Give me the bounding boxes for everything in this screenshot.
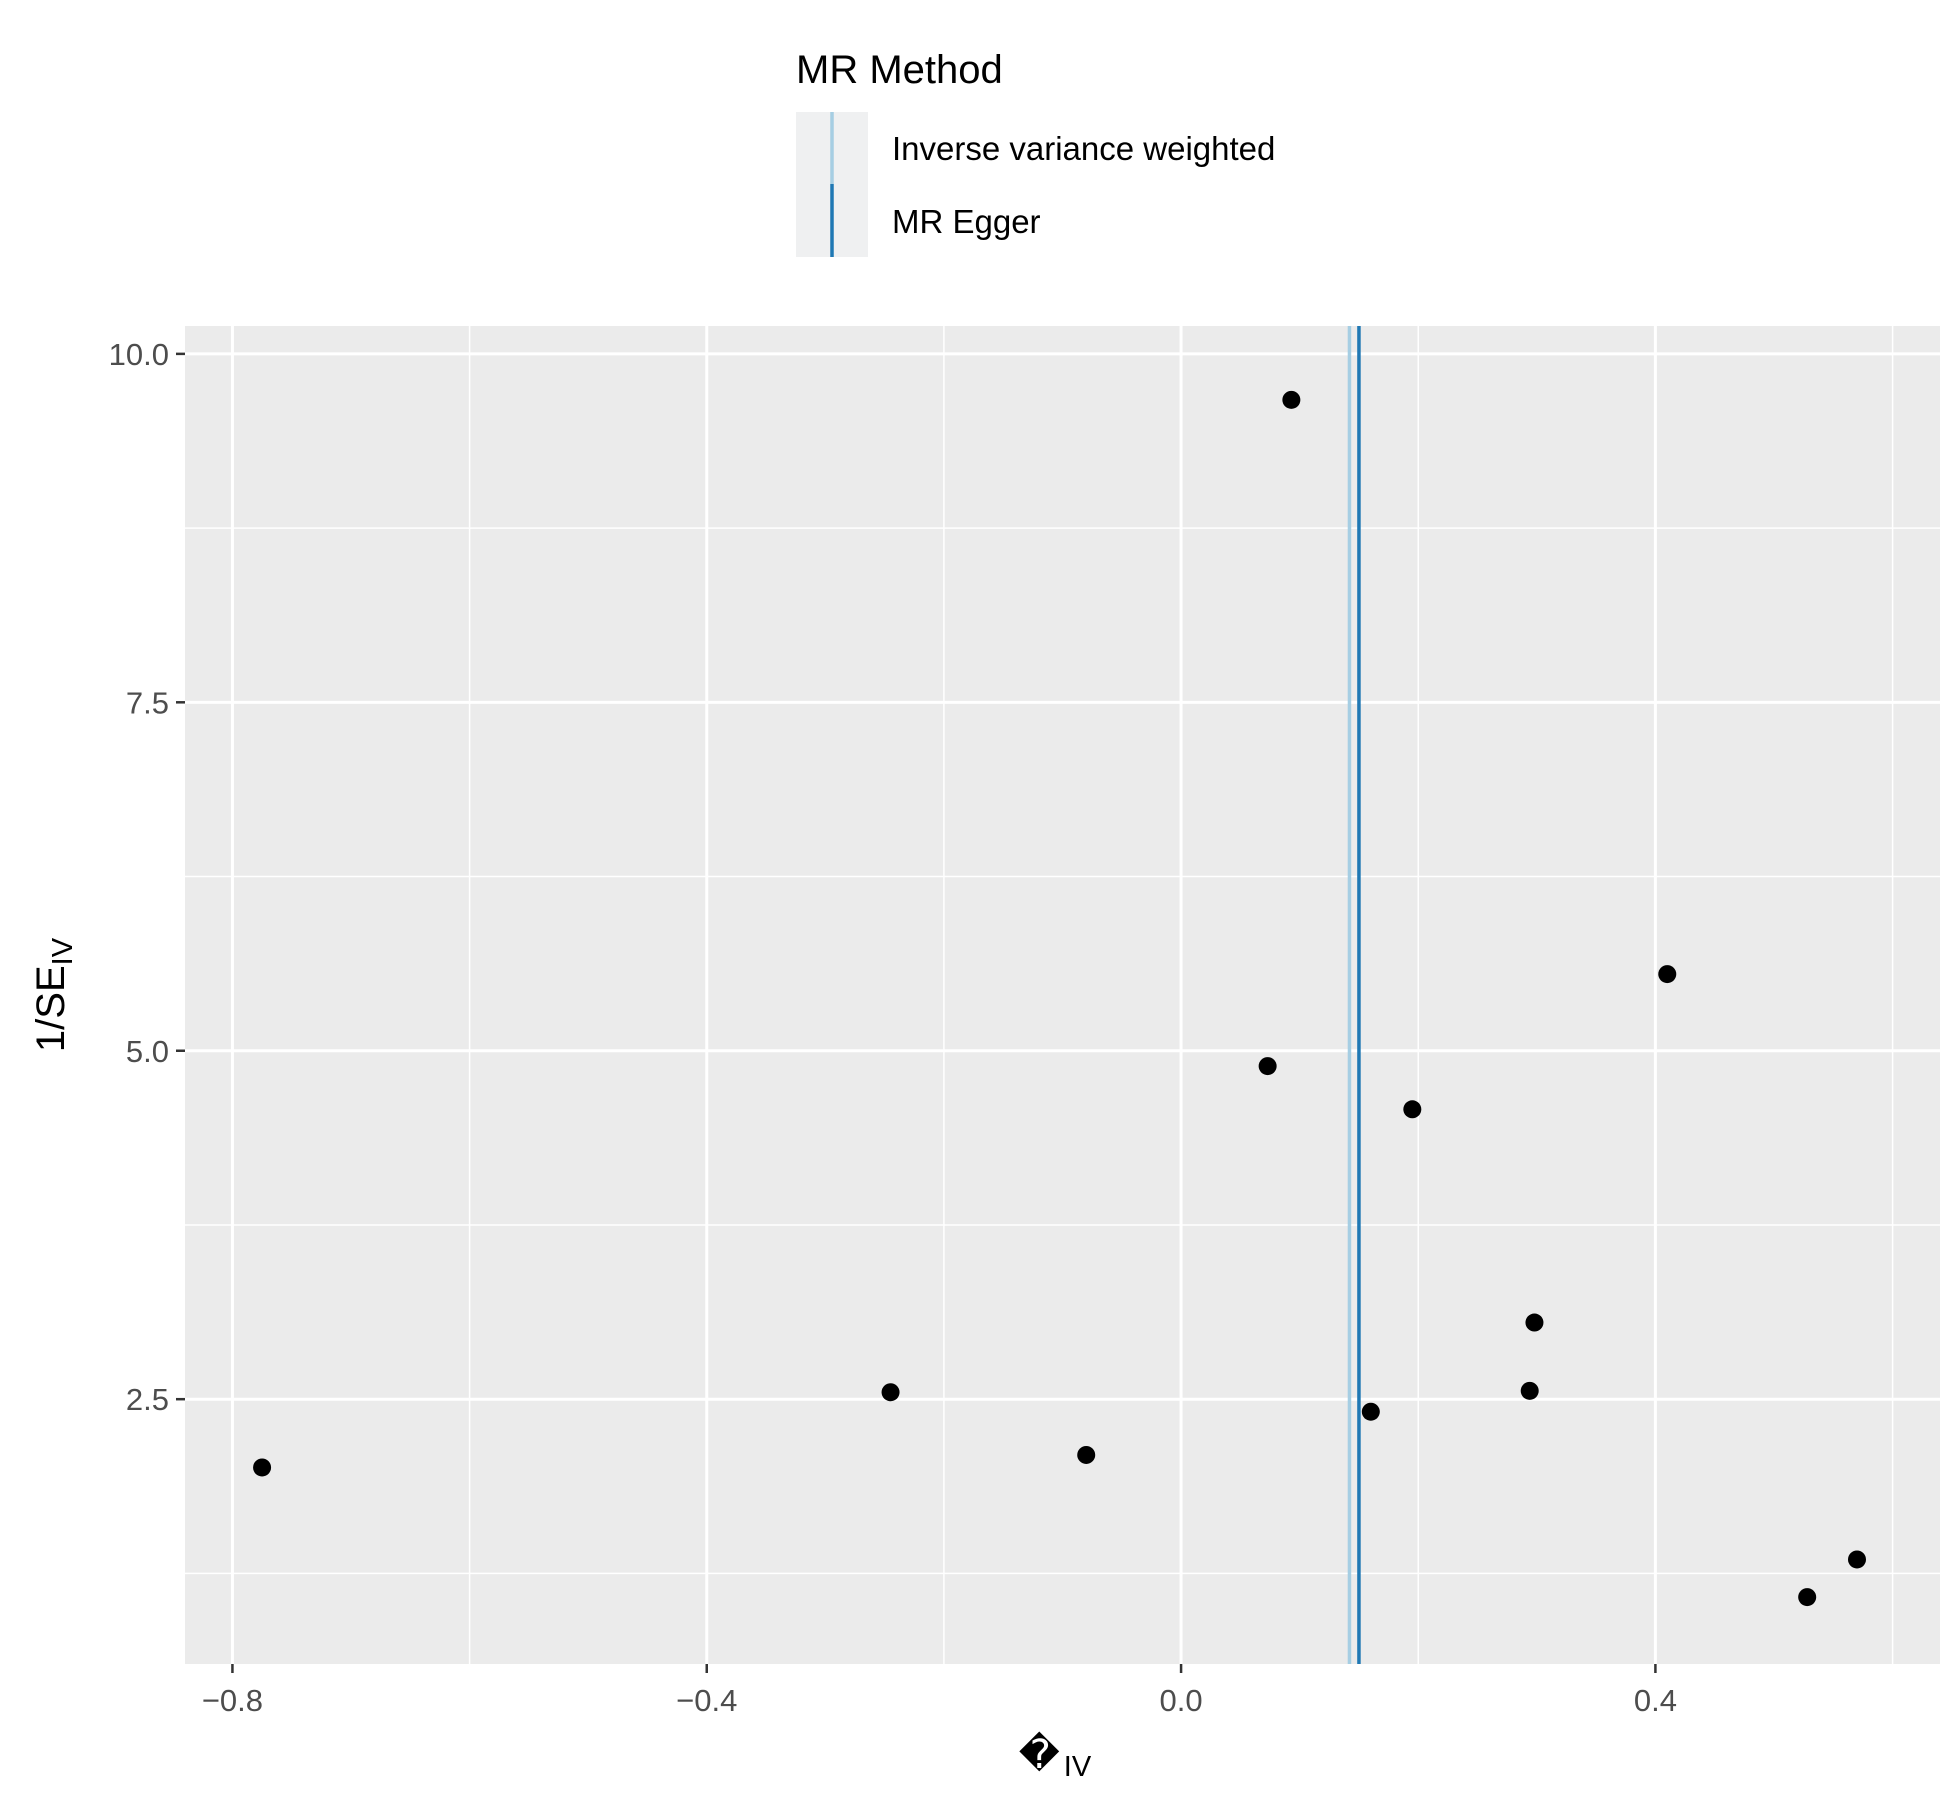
data-point (1658, 965, 1677, 984)
data-point (1258, 1057, 1277, 1076)
y-axis: 2.5 5.0 7.5 10.0 (109, 337, 185, 1417)
y-axis-title: 1/SEIV (29, 937, 79, 1052)
data-point (1361, 1402, 1380, 1421)
data-point (1847, 1550, 1866, 1569)
plot-panel (185, 326, 1940, 1664)
major-gridlines (185, 326, 1940, 1664)
y-tick-label: 10.0 (109, 337, 169, 372)
x-axis-title-main: � (1019, 1731, 1060, 1777)
method-lines (1347, 326, 1361, 1664)
legend-label-mr-egger: MR Egger (892, 203, 1041, 240)
data-point (881, 1383, 900, 1402)
data-point (1798, 1588, 1817, 1607)
x-tick-label: −0.8 (202, 1683, 263, 1718)
legend: MR Method Inverse variance weighted MR E… (796, 48, 1275, 257)
x-tick-label: 0.0 (1160, 1683, 1203, 1718)
y-tick-label: 5.0 (126, 1034, 169, 1069)
x-tick-label: 0.4 (1634, 1683, 1677, 1718)
x-axis: −0.8 −0.4 0.0 0.4 (202, 1664, 1677, 1718)
data-points (253, 390, 1866, 1607)
y-tick-label: 7.5 (126, 685, 169, 720)
data-point (1520, 1381, 1539, 1400)
x-tick-label: −0.4 (676, 1683, 737, 1718)
data-point (1525, 1313, 1544, 1332)
x-axis-title: � IV (1019, 1731, 1092, 1783)
data-point (1077, 1445, 1096, 1464)
legend-label-ivw: Inverse variance weighted (892, 130, 1275, 167)
data-point (1282, 390, 1301, 409)
legend-title: MR Method (796, 48, 1003, 92)
x-axis-title-sub: IV (1064, 1751, 1092, 1783)
minor-gridlines (185, 326, 1940, 1664)
data-point (1403, 1100, 1422, 1119)
y-axis-title-sub: IV (47, 937, 79, 965)
y-axis-title-main: 1/SE (29, 965, 73, 1052)
data-point (253, 1458, 272, 1477)
y-tick-label: 2.5 (126, 1382, 169, 1417)
